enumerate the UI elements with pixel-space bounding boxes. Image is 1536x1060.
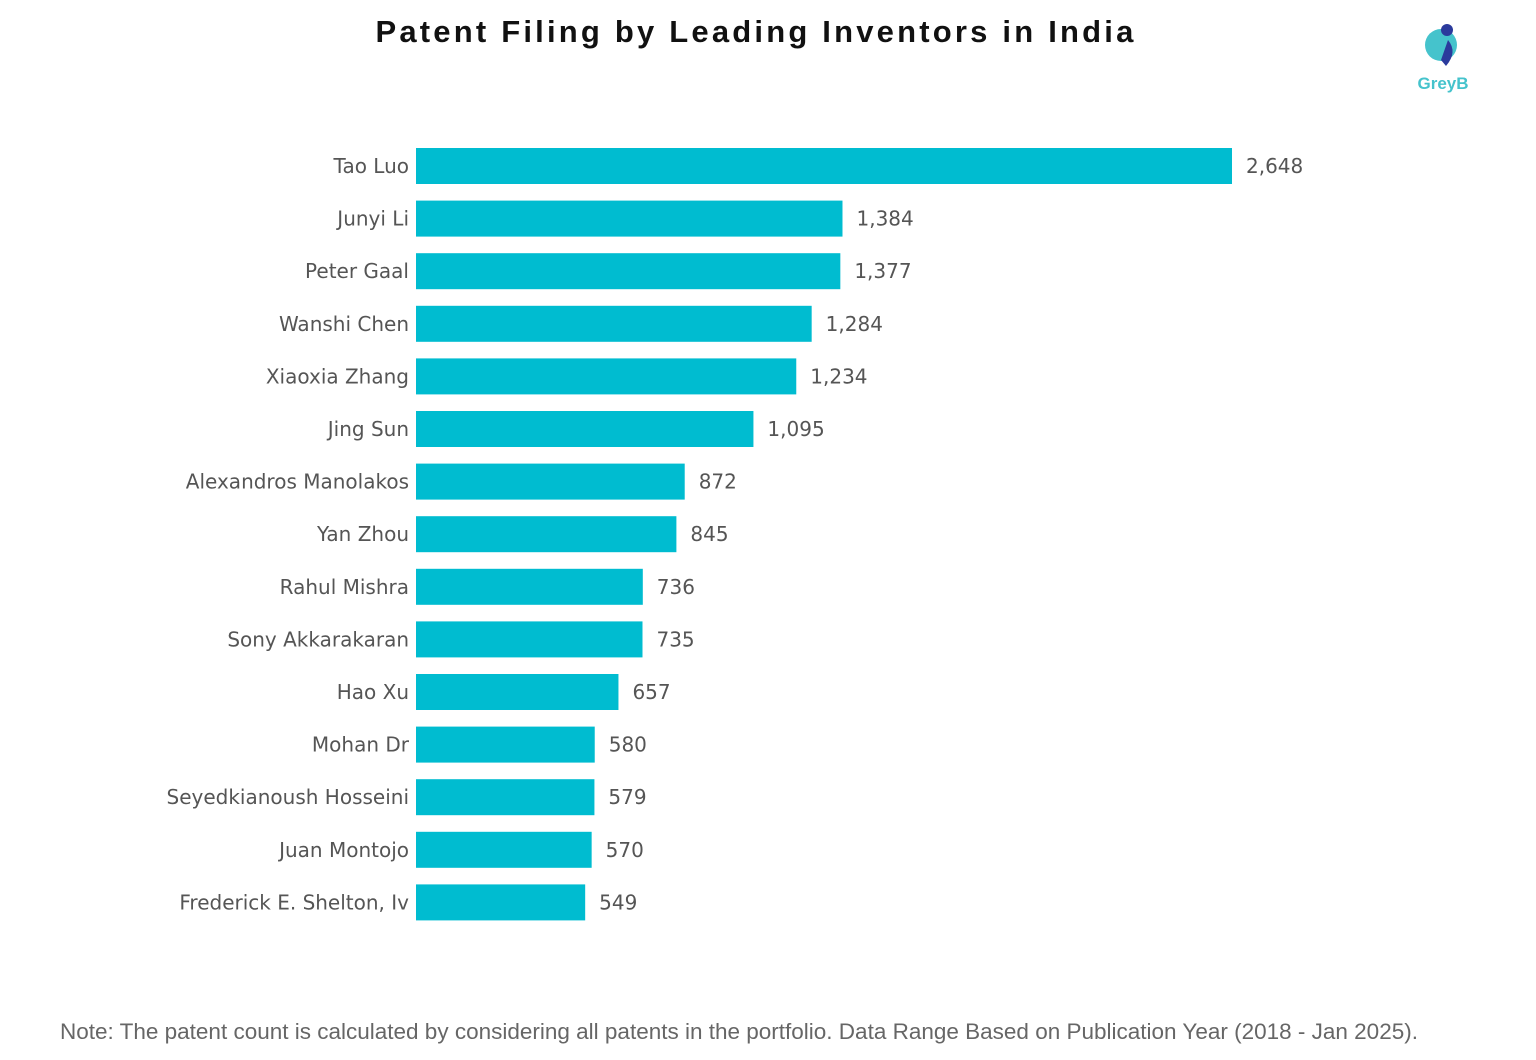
data-label: 1,284 <box>826 312 883 336</box>
category-label: Juan Montojo <box>277 838 409 862</box>
data-label: 2,648 <box>1246 154 1303 178</box>
data-label: 1,384 <box>856 207 913 231</box>
category-label: Frederick E. Shelton, Iv <box>179 890 409 914</box>
bar <box>416 200 843 237</box>
data-label: 570 <box>606 838 644 862</box>
data-label: 1,095 <box>767 417 824 441</box>
bar <box>416 305 812 342</box>
bar <box>416 726 595 763</box>
bar <box>416 411 754 447</box>
category-label: Alexandros Manolakos <box>186 470 409 494</box>
data-label: 736 <box>657 575 695 599</box>
category-label: Hao Xu <box>337 680 409 704</box>
data-label: 845 <box>690 522 728 546</box>
bar <box>416 884 586 921</box>
bar <box>416 463 685 500</box>
data-label: 872 <box>699 470 737 494</box>
category-label: Jing Sun <box>326 417 409 441</box>
bar <box>416 779 595 816</box>
data-label: 580 <box>609 733 647 757</box>
category-label: Xiaoxia Zhang <box>266 364 409 388</box>
category-label: Wanshi Chen <box>279 312 409 336</box>
chart-title: Patent Filing by Leading Inventors in In… <box>375 14 1137 49</box>
category-label: Yan Zhou <box>316 522 409 546</box>
bar <box>416 253 841 290</box>
greyb-logo: GreyB <box>1408 20 1478 100</box>
data-label: 1,377 <box>854 259 911 283</box>
bar <box>416 148 1232 184</box>
data-label: 579 <box>608 785 646 809</box>
data-label: 735 <box>656 627 694 651</box>
category-label: Seyedkianoush Hosseini <box>167 785 409 809</box>
bar-chart: Tao Luo 2,648 Junyi Li 1,384 Peter Gaal 1,377… <box>167 148 1303 921</box>
bar <box>416 621 643 658</box>
logo-text: GreyB <box>1417 74 1469 93</box>
category-label: Sony Akkarakaran <box>227 627 409 651</box>
category-label: Mohan Dr <box>312 733 410 757</box>
bar <box>416 831 592 868</box>
greyb-logo-icon <box>1425 24 1457 66</box>
bar <box>416 674 619 710</box>
data-label: 549 <box>599 890 637 914</box>
data-label: 1,234 <box>810 364 867 388</box>
bar <box>416 516 677 553</box>
category-label: Rahul Mishra <box>280 575 409 599</box>
bar <box>416 358 797 395</box>
category-label: Peter Gaal <box>305 259 409 283</box>
bar <box>416 568 643 605</box>
data-label: 657 <box>632 680 670 704</box>
footnote: Note: The patent count is calculated by … <box>60 1019 1418 1044</box>
category-label: Tao Luo <box>333 154 409 178</box>
category-label: Junyi Li <box>335 207 409 231</box>
